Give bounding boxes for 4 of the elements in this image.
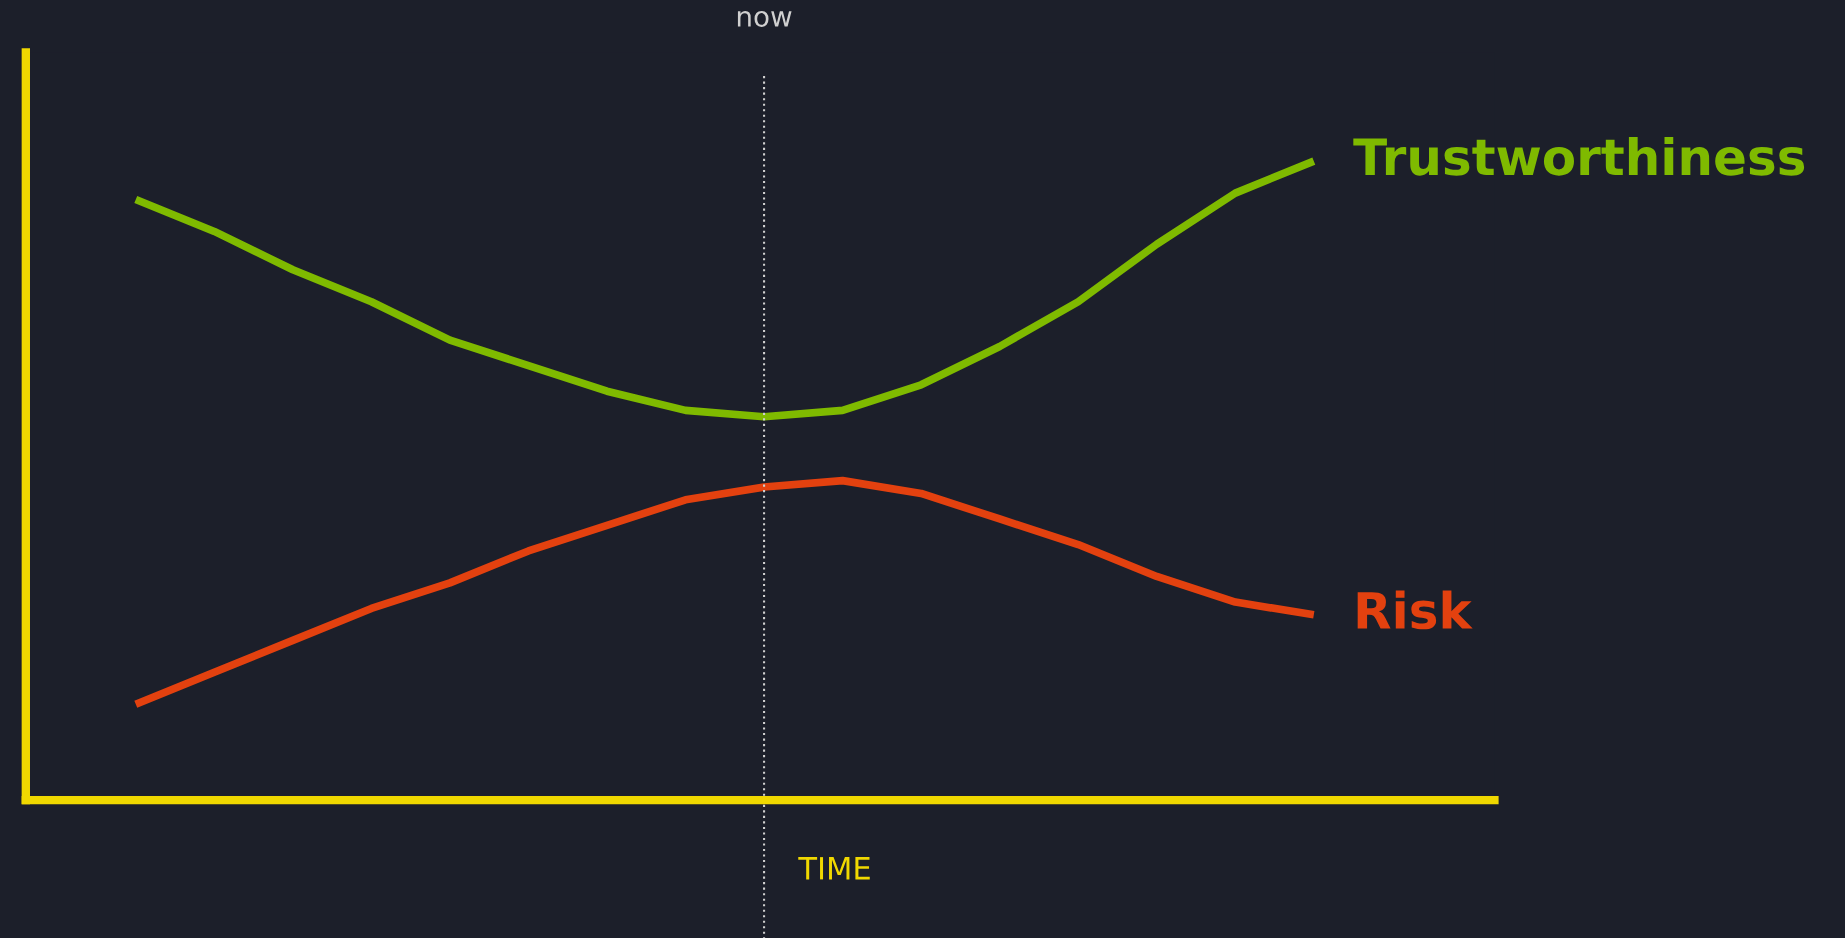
x-axis-title: TIME — [798, 857, 870, 880]
series-label: Trustworthiness — [1353, 136, 1805, 176]
series-label: Risk — [1357, 590, 1473, 630]
text: now — [737, 11, 792, 27]
